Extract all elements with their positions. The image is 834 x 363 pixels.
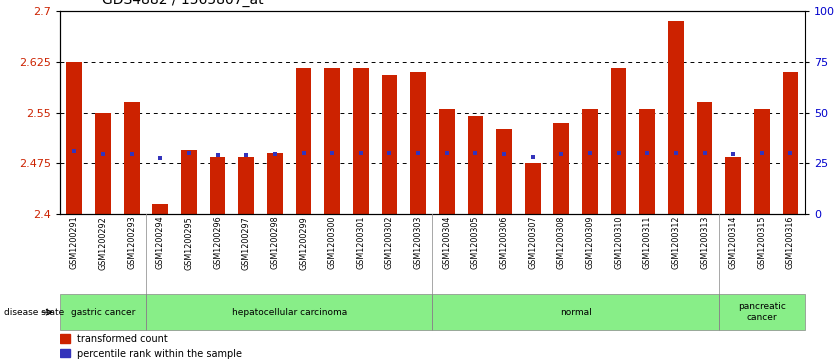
Text: GSM1200300: GSM1200300 xyxy=(328,216,337,269)
Bar xyxy=(60,334,70,343)
Text: GSM1200291: GSM1200291 xyxy=(70,216,79,269)
Text: GDS4882 / 1565807_at: GDS4882 / 1565807_at xyxy=(102,0,264,7)
Text: GSM1200293: GSM1200293 xyxy=(127,216,136,269)
Text: GSM1200307: GSM1200307 xyxy=(528,216,537,269)
Bar xyxy=(468,116,483,214)
Bar xyxy=(123,102,139,214)
Bar xyxy=(554,123,570,214)
Text: GSM1200299: GSM1200299 xyxy=(299,216,308,269)
Bar xyxy=(60,349,70,358)
Text: disease state: disease state xyxy=(4,308,64,317)
Text: transformed count: transformed count xyxy=(77,334,168,344)
Bar xyxy=(239,156,254,214)
Bar xyxy=(153,204,168,214)
Bar xyxy=(432,294,719,330)
Bar xyxy=(754,109,770,214)
Bar xyxy=(696,102,712,214)
Text: GSM1200301: GSM1200301 xyxy=(356,216,365,269)
Text: normal: normal xyxy=(560,308,591,317)
Text: GSM1200304: GSM1200304 xyxy=(442,216,451,269)
Text: GSM1200306: GSM1200306 xyxy=(500,216,509,269)
Bar xyxy=(95,113,111,214)
Bar xyxy=(726,156,741,214)
Bar xyxy=(525,163,540,214)
Text: GSM1200305: GSM1200305 xyxy=(471,216,480,269)
Bar xyxy=(209,156,225,214)
Bar xyxy=(439,109,455,214)
Bar xyxy=(382,75,397,214)
Bar xyxy=(267,153,283,214)
Text: GSM1200316: GSM1200316 xyxy=(786,216,795,269)
Text: gastric cancer: gastric cancer xyxy=(71,308,135,317)
Bar xyxy=(60,294,146,330)
Bar xyxy=(146,294,432,330)
Text: GSM1200309: GSM1200309 xyxy=(585,216,595,269)
Bar xyxy=(719,294,805,330)
Bar xyxy=(410,72,426,214)
Bar xyxy=(324,69,340,214)
Text: GSM1200298: GSM1200298 xyxy=(270,216,279,269)
Text: GSM1200310: GSM1200310 xyxy=(614,216,623,269)
Bar xyxy=(610,69,626,214)
Text: GSM1200294: GSM1200294 xyxy=(156,216,165,269)
Bar xyxy=(496,130,512,214)
Text: GSM1200292: GSM1200292 xyxy=(98,216,108,269)
Bar xyxy=(782,72,798,214)
Text: GSM1200296: GSM1200296 xyxy=(214,216,222,269)
Text: GSM1200314: GSM1200314 xyxy=(729,216,738,269)
Bar xyxy=(582,109,598,214)
Bar xyxy=(181,150,197,214)
Bar xyxy=(67,62,83,214)
Text: GSM1200311: GSM1200311 xyxy=(643,216,651,269)
Text: percentile rank within the sample: percentile rank within the sample xyxy=(77,349,242,359)
Text: GSM1200303: GSM1200303 xyxy=(414,216,423,269)
Bar xyxy=(640,109,656,214)
Text: hepatocellular carcinoma: hepatocellular carcinoma xyxy=(232,308,347,317)
Text: GSM1200308: GSM1200308 xyxy=(557,216,565,269)
Text: GSM1200297: GSM1200297 xyxy=(242,216,251,269)
Text: GSM1200312: GSM1200312 xyxy=(671,216,681,269)
Text: GSM1200302: GSM1200302 xyxy=(385,216,394,269)
Bar xyxy=(353,69,369,214)
Bar xyxy=(295,69,311,214)
Text: GSM1200313: GSM1200313 xyxy=(700,216,709,269)
Bar xyxy=(668,21,684,214)
Text: GSM1200295: GSM1200295 xyxy=(184,216,193,269)
Text: pancreatic
cancer: pancreatic cancer xyxy=(738,302,786,322)
Text: GSM1200315: GSM1200315 xyxy=(757,216,766,269)
